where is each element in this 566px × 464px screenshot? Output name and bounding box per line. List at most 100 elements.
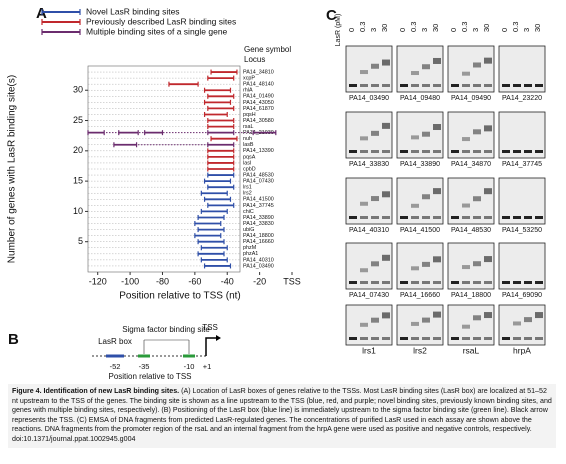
gel-image [345, 304, 393, 346]
gel-band [462, 84, 470, 87]
gel-band [433, 188, 441, 195]
gel-label: PA14_40310 [349, 227, 389, 234]
gel-band [422, 216, 430, 219]
gel-band [484, 57, 492, 64]
x-tick-label: TSS [283, 276, 301, 286]
x-tick-label: -60 [188, 276, 201, 286]
x-axis-label: Position relative to TSS (nt) [119, 291, 241, 302]
gel-band [382, 191, 390, 198]
gel-label: PA14_09480 [400, 95, 440, 102]
gene-label: PA14_37745 [243, 203, 274, 209]
gel-band [349, 337, 357, 340]
gel-band [513, 216, 521, 219]
position-label: +1 [203, 362, 212, 371]
gel-band [433, 256, 441, 263]
gene-label: phzM [243, 245, 257, 251]
gel-band [422, 131, 430, 137]
diagram: LasR box Sigma factor binding site TSS -… [92, 323, 221, 381]
gel-label: PA14_37745 [502, 161, 542, 168]
gel-band [382, 84, 390, 87]
gel-band [502, 337, 510, 340]
gel-band [382, 122, 390, 129]
gel-band [411, 337, 419, 340]
gel-band [524, 150, 532, 153]
gel-image [447, 304, 495, 346]
gel-band [371, 130, 379, 136]
gel-image [447, 242, 495, 290]
gel-band [349, 281, 357, 284]
gel-band [451, 84, 459, 87]
gene-label: PA14_40310 [243, 257, 274, 263]
gel-band [400, 281, 408, 284]
concentration-label: 30 [482, 24, 491, 32]
gel-band [371, 150, 379, 153]
position-label: -52 [110, 362, 121, 371]
gel-label: PA14_41500 [400, 227, 440, 234]
gel-band [473, 150, 481, 153]
gel-label: PA14_69090 [502, 292, 542, 299]
x-tick-label: -40 [221, 276, 234, 286]
concentration-label: 0 [449, 28, 458, 32]
gene-label: lrs2 [243, 191, 252, 197]
gene-label: PA14_01490 [243, 94, 274, 100]
gel-image [498, 242, 546, 290]
gel-band [473, 216, 481, 219]
gel-band [513, 281, 521, 284]
gel-image [345, 45, 393, 93]
gel-band [411, 203, 419, 208]
gel-band [484, 256, 492, 263]
x-tick-label: -100 [121, 276, 139, 286]
gel-image [498, 45, 546, 93]
gel-label: PA14_09490 [451, 95, 491, 102]
gel-band [433, 124, 441, 131]
gel-band [451, 216, 459, 219]
gel-band [360, 136, 368, 141]
gel-image [345, 111, 393, 159]
tss-arrow [205, 337, 216, 356]
gel-band [360, 322, 368, 327]
gel-band [484, 125, 492, 132]
gel-image [396, 45, 444, 93]
gel-band [451, 150, 459, 153]
gel-band [371, 317, 379, 323]
gene-label: phzA1 [243, 251, 258, 257]
gel-band [524, 337, 532, 340]
gene-label: chiC [243, 209, 254, 215]
concentration-label: 30 [533, 24, 542, 32]
gel-band [411, 135, 419, 140]
gel-label: PA14_48530 [451, 227, 491, 234]
gel-band [433, 84, 441, 87]
gel-band [360, 281, 368, 284]
gel-band [524, 317, 532, 323]
gel-band [422, 261, 430, 267]
gene-label: lasI [243, 160, 251, 166]
gel-band [371, 261, 379, 267]
gel-label: PA14_23220 [502, 95, 542, 102]
gene-label: PA14_13390 [243, 148, 274, 154]
gene-label: PA14_48530 [243, 172, 274, 178]
gel-band [473, 196, 481, 202]
gel-band [535, 84, 543, 87]
gel-band [349, 150, 357, 153]
concentration-label: 0 [398, 28, 407, 32]
gel-band [422, 84, 430, 87]
gel-band [433, 337, 441, 340]
gel-band [371, 196, 379, 202]
gene-label: pqsA [243, 154, 256, 160]
gel-band [473, 261, 481, 267]
gene-label: PA14_34810 [243, 69, 274, 75]
gel-image [396, 177, 444, 225]
header: Locus [244, 55, 265, 64]
gel-band [462, 216, 470, 219]
gel-band [411, 216, 419, 219]
gel-band [349, 216, 357, 219]
gene-label: PA14_07430 [243, 179, 274, 185]
concentration-label: 0.3 [511, 22, 520, 32]
concentration-label: 3 [420, 28, 429, 32]
gel-image [498, 111, 546, 159]
gel-band [382, 337, 390, 340]
gel-band [513, 321, 521, 326]
gel-band [422, 150, 430, 153]
gel-band [422, 281, 430, 284]
gel-band [371, 84, 379, 87]
